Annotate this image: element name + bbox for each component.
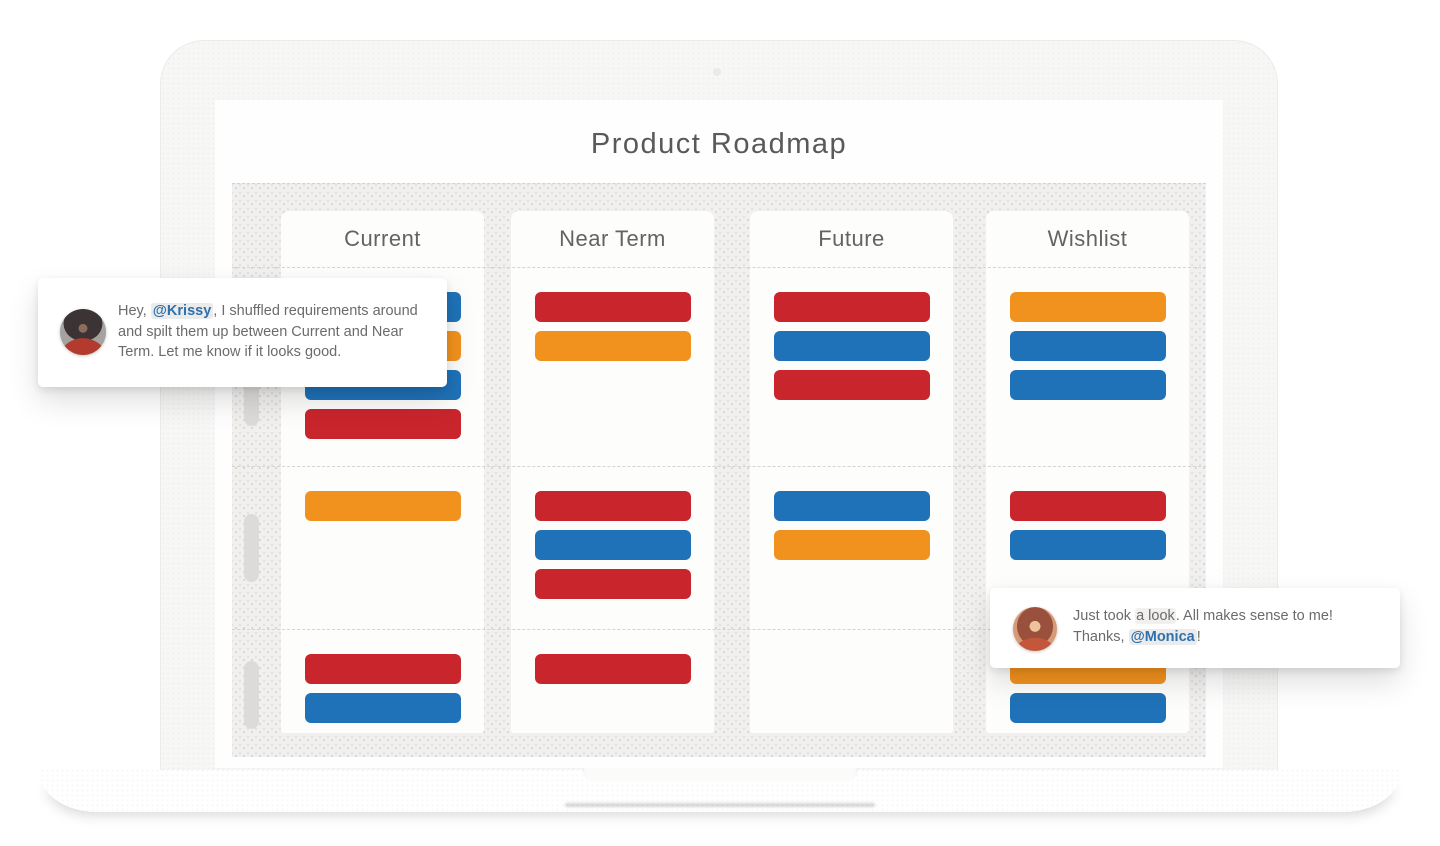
row-separator xyxy=(232,629,1206,630)
roadmap-card-red[interactable] xyxy=(534,491,691,521)
row-drag-handle[interactable] xyxy=(244,514,259,582)
roadmap-card-red[interactable] xyxy=(1009,491,1166,521)
laptop-lid-notch xyxy=(584,768,856,781)
roadmap-card-red[interactable] xyxy=(534,654,691,684)
comment-bubble-krissy: Just took a look. All makes sense to me!… xyxy=(990,588,1400,668)
row-separator xyxy=(232,466,1206,467)
monica-avatar xyxy=(60,309,106,355)
roadmap-card-blue[interactable] xyxy=(773,331,930,361)
krissy-avatar xyxy=(1013,607,1057,651)
roadmap-card-blue[interactable] xyxy=(534,530,691,560)
comment-text: Hey, @Krissy, I shuffled requirements ar… xyxy=(118,301,440,363)
page-title: Product Roadmap xyxy=(590,128,848,160)
column-header: Current xyxy=(344,226,421,251)
column-header: Wishlist xyxy=(1047,226,1128,251)
roadmap-card-blue[interactable] xyxy=(773,491,930,521)
column-row-cell xyxy=(750,629,953,733)
column-row-cell xyxy=(281,629,484,733)
column-row-cell xyxy=(511,267,714,466)
comment-text-mid: . All makes sense to me! xyxy=(1175,608,1333,624)
roadmap-card-red[interactable] xyxy=(773,370,930,400)
roadmap-card-orange[interactable] xyxy=(534,331,691,361)
mention-monica[interactable]: @Monica xyxy=(1128,628,1197,645)
roadmap-card-red[interactable] xyxy=(304,654,461,684)
roadmap-board: Current Near Term Future Wishlist xyxy=(232,183,1206,757)
roadmap-card-blue[interactable] xyxy=(1009,693,1166,723)
roadmap-card-blue[interactable] xyxy=(1009,331,1166,361)
roadmap-card-blue[interactable] xyxy=(304,693,461,723)
roadmap-card-red[interactable] xyxy=(304,409,461,439)
webcam-dot xyxy=(713,68,721,76)
comment-text: Just took a look. All makes sense to me!… xyxy=(1073,606,1383,647)
roadmap-card-orange[interactable] xyxy=(304,491,461,521)
roadmap-card-red[interactable] xyxy=(534,292,691,322)
roadmap-card-orange[interactable] xyxy=(773,530,930,560)
comment-text-post: , I shuffled requirements around and spi… xyxy=(118,303,418,360)
comment-text-pre: Just took xyxy=(1073,608,1136,624)
column-row-cell xyxy=(750,267,953,466)
column-header: Future xyxy=(818,226,885,251)
column-row-cell xyxy=(511,629,714,733)
comment-text-line2-end: ! xyxy=(1196,628,1201,645)
roadmap-card-blue[interactable] xyxy=(1009,530,1166,560)
column-future: Future xyxy=(750,211,953,733)
roadmap-card-blue[interactable] xyxy=(1009,370,1166,400)
comment-text-highlight: a look xyxy=(1135,608,1176,624)
comment-text-pre: Hey, xyxy=(118,303,151,319)
row-separator xyxy=(232,267,1206,268)
column-row-cell xyxy=(281,466,484,629)
column-row-cell xyxy=(750,466,953,629)
roadmap-card-red[interactable] xyxy=(534,569,691,599)
comment-bubble-monica: Hey, @Krissy, I shuffled requirements ar… xyxy=(38,278,447,387)
column-near-term: Near Term xyxy=(511,211,714,733)
roadmap-card-red[interactable] xyxy=(773,292,930,322)
column-row-cell xyxy=(511,466,714,629)
comment-text-line2: Thanks, xyxy=(1073,628,1129,645)
row-drag-handle[interactable] xyxy=(244,661,259,729)
mention-krissy[interactable]: @Krissy xyxy=(150,303,214,319)
column-row-cell xyxy=(986,267,1189,466)
column-row-cell xyxy=(986,466,1189,629)
roadmap-card-orange[interactable] xyxy=(1009,292,1166,322)
column-header: Near Term xyxy=(559,226,666,251)
